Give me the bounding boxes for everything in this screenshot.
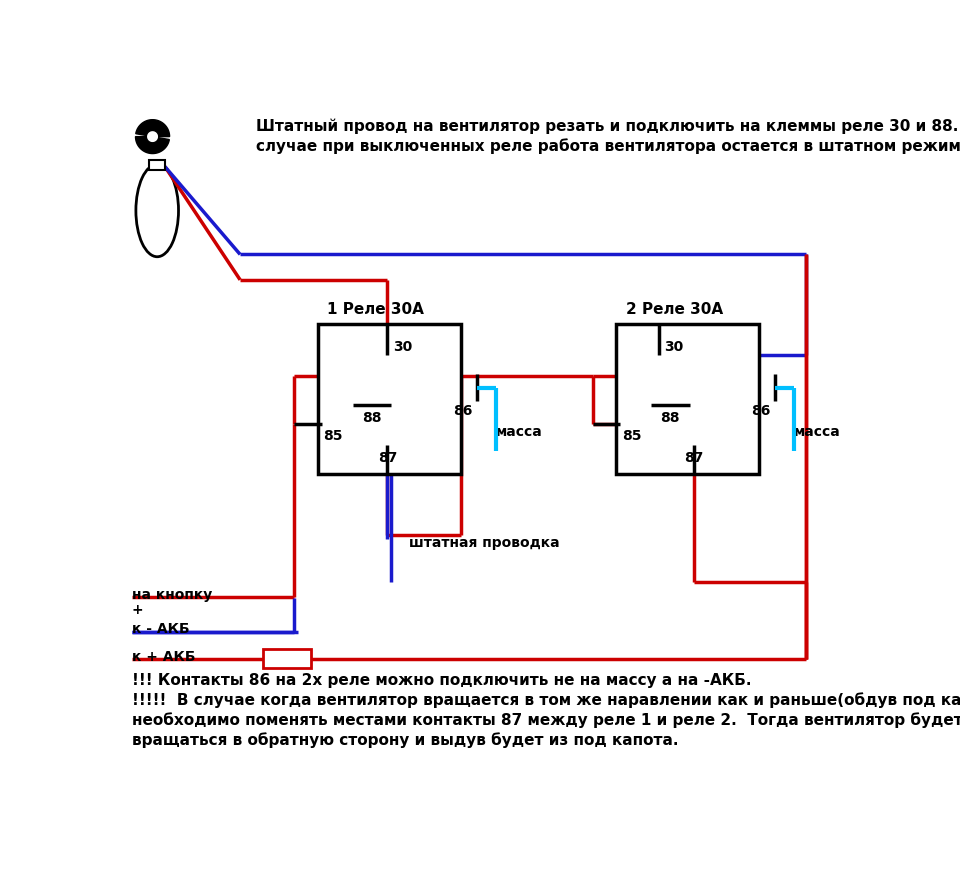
Text: 85: 85: [324, 429, 343, 443]
Text: 2 Реле 30А: 2 Реле 30А: [626, 302, 723, 317]
Text: 86: 86: [453, 404, 472, 418]
Text: 30: 30: [394, 340, 413, 354]
Text: на кнопку: на кнопку: [132, 587, 212, 601]
Text: 20А: 20А: [271, 651, 304, 667]
Text: Штатный провод на вентилятор резать и подключить на клеммы реле 30 и 88. В этом: Штатный провод на вентилятор резать и по…: [255, 118, 960, 134]
Text: случае при выключенных реле работа вентилятора остается в штатном режиме.: случае при выключенных реле работа венти…: [255, 139, 960, 155]
Text: к - АКБ: к - АКБ: [132, 622, 189, 636]
Text: к + АКБ: к + АКБ: [132, 650, 195, 664]
Text: +: +: [132, 603, 143, 617]
Text: 88: 88: [362, 411, 382, 426]
Text: масса: масса: [794, 425, 841, 439]
Text: 85: 85: [622, 429, 641, 443]
PathPatch shape: [135, 136, 169, 154]
Bar: [263, 649, 311, 668]
Text: 30: 30: [664, 340, 684, 354]
Text: 86: 86: [752, 404, 771, 418]
Text: вращаться в обратную сторону и выдув будет из под капота.: вращаться в обратную сторону и выдув буд…: [132, 733, 678, 748]
Bar: [616, 324, 759, 474]
Text: 88: 88: [660, 411, 680, 426]
Text: 87: 87: [684, 452, 703, 466]
Text: штатная проводка: штатная проводка: [409, 536, 560, 550]
Bar: [150, 161, 165, 169]
Text: !!!!!  В случае когда вентилятор вращается в том же наравлении как и раньше(обду: !!!!! В случае когда вентилятор вращаетс…: [132, 693, 960, 708]
Bar: [318, 324, 461, 474]
Text: масса: масса: [495, 425, 542, 439]
Text: !!! Контакты 86 на 2х реле можно подключить не на массу а на -АКБ.: !!! Контакты 86 на 2х реле можно подключ…: [132, 673, 751, 687]
Text: 1 Реле 30А: 1 Реле 30А: [327, 302, 424, 317]
PathPatch shape: [135, 120, 170, 136]
Text: необходимо поменять местами контакты 87 между реле 1 и реле 2.  Тогда вентилятор: необходимо поменять местами контакты 87 …: [132, 713, 960, 728]
Text: 87: 87: [377, 452, 397, 466]
